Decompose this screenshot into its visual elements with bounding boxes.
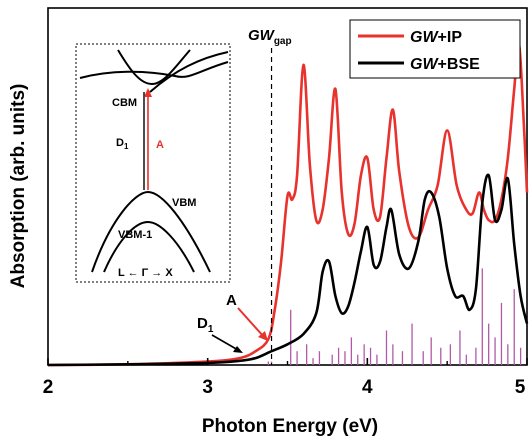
legend-label-ip-suffix: +IP [438,29,463,46]
series-line-gw-ip [47,42,529,367]
annotation-d1-arrow [211,334,239,351]
gw-gap-label-sub: gap [274,36,292,47]
legend-box [349,19,521,79]
annotation-d1-arrowhead [233,346,243,353]
annotation-a-arrowhead [258,331,268,341]
annotation-d1-main: D [197,315,208,332]
inset-cbm-label: CBM [112,97,137,109]
annotation-d1-sub: 1 [208,324,214,335]
inset-band-diagram: CBM D1 A VBM VBM-1 L ← Γ → X [75,43,231,283]
annotation-a: A [226,292,237,309]
annotation-a-arrow [237,307,265,338]
y-axis-title: Absorption (arb. units) [8,84,29,289]
series-line-gw-bse [47,173,529,367]
x-tick-label-2: 4 [362,377,373,398]
x-axis-title: Photon Energy (eV) [202,416,378,437]
x-tick-label-0: 2 [43,377,54,398]
inset-d1-main: D [116,137,124,149]
gw-gap-label-main: GW [248,27,276,44]
x-tick-label-3: 5 [515,377,526,398]
inset-cb-parabola [117,49,191,86]
inset-cb-upper [149,51,229,93]
inset-vbm1-label: VBM-1 [118,229,152,241]
inset-a-label: A [156,139,164,151]
legend-label-bse-prefix: GW [410,56,439,73]
x-tick-label-1: 3 [202,377,213,398]
inset-kpath-label: L ← Γ → X [118,267,173,279]
gw-gap-label: GWgap [248,27,292,47]
inset-a-arrowhead [144,88,152,97]
legend-label-ip: GW+IP [410,29,462,46]
legend-label-bse-suffix: +BSE [438,56,481,73]
annotation-d1: D1 [197,315,214,335]
inset-vb-1 [103,220,195,273]
legend-label-ip-prefix: GW [410,29,439,46]
legend-label-bse: GW+BSE [410,56,480,73]
inset-d1-sub: 1 [124,142,129,151]
curves [47,42,529,367]
inset-vb [91,190,211,273]
inset-frame [75,43,231,283]
inset-cb-flat [79,61,229,79]
x-ticks: 2 3 4 5 [43,358,528,398]
stick-spectrum [267,268,522,365]
inset-d1-label: D1 [116,137,129,151]
legend: GW+IP GW+BSE [349,19,521,79]
inset-vbm-label: VBM [172,197,196,209]
